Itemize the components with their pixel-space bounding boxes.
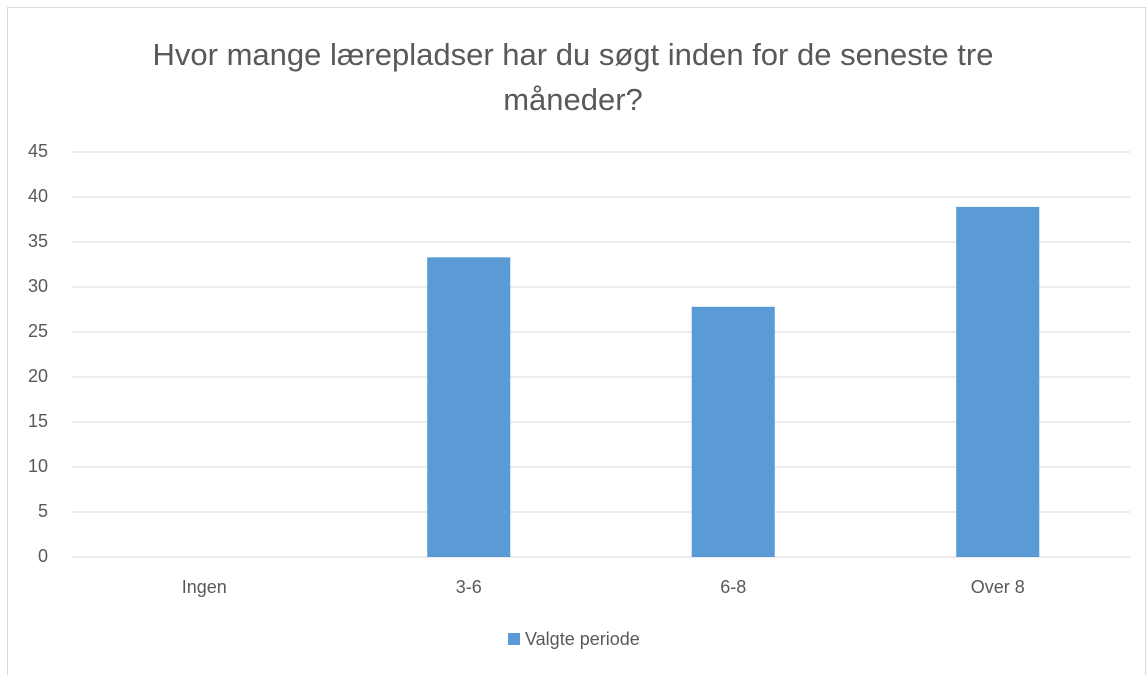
bar xyxy=(691,306,775,557)
x-tick-label: Ingen xyxy=(182,577,227,597)
bar xyxy=(956,206,1040,557)
y-tick-label: 0 xyxy=(38,546,48,566)
bar xyxy=(427,257,511,557)
y-tick-label: 10 xyxy=(28,456,48,476)
y-tick-label: 45 xyxy=(28,141,48,161)
legend-label: Valgte periode xyxy=(525,629,640,649)
y-tick-label: 15 xyxy=(28,411,48,431)
legend-swatch xyxy=(508,633,520,645)
chart-title: Hvor mange lærepladser har du søgt inden… xyxy=(152,37,994,117)
x-tick-label: 3-6 xyxy=(456,577,482,597)
y-tick-label: 25 xyxy=(28,321,48,341)
x-tick-label: 6-8 xyxy=(720,577,746,597)
chart-border xyxy=(7,7,1146,675)
x-tick-label: Over 8 xyxy=(971,577,1025,597)
y-tick-label: 20 xyxy=(28,366,48,386)
y-tick-label: 40 xyxy=(28,186,48,206)
y-tick-label: 5 xyxy=(38,501,48,521)
y-tick-label: 35 xyxy=(28,231,48,251)
y-tick-label: 30 xyxy=(28,276,48,296)
